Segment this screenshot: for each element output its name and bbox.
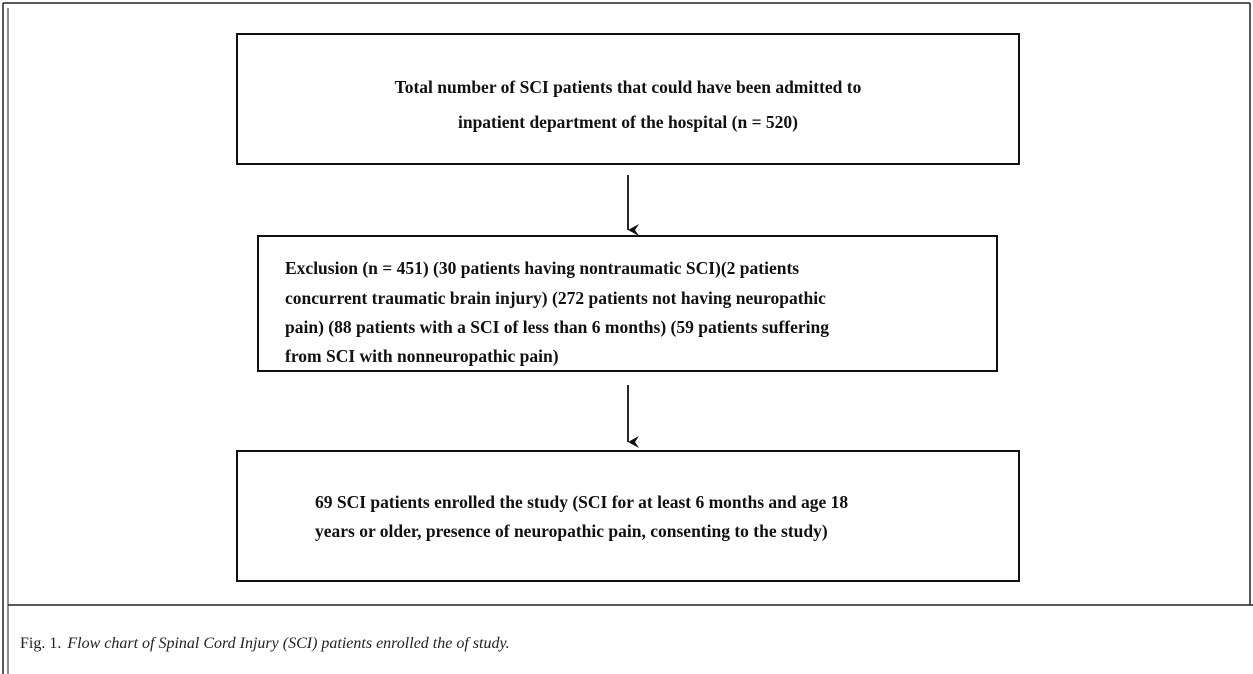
box-text: concurrent traumatic brain injury) (272 … xyxy=(285,288,826,308)
box-text: 69 SCI patients enrolled the study (SCI … xyxy=(315,492,848,512)
caption-text: Flow chart of Spinal Cord Injury (SCI) p… xyxy=(66,635,509,652)
box xyxy=(257,235,998,372)
caption: Fig. 1. Flow chart of Spinal Cord Injury … xyxy=(20,635,510,652)
box-text: Exclusion (n = 451) (30 patients having … xyxy=(285,258,799,278)
box xyxy=(236,33,1020,165)
box-text: pain) (88 patients with a SCI of less th… xyxy=(285,317,829,337)
box-text: Total number of SCI patients that could … xyxy=(395,77,862,97)
caption-label: Fig. 1. xyxy=(20,635,61,652)
box xyxy=(236,450,1020,582)
box-text: inpatient department of the hospital (n … xyxy=(458,112,798,132)
box-text: years or older, presence of neuropathic … xyxy=(315,521,828,541)
box-text: from SCI with nonneuropathic pain) xyxy=(285,346,559,366)
